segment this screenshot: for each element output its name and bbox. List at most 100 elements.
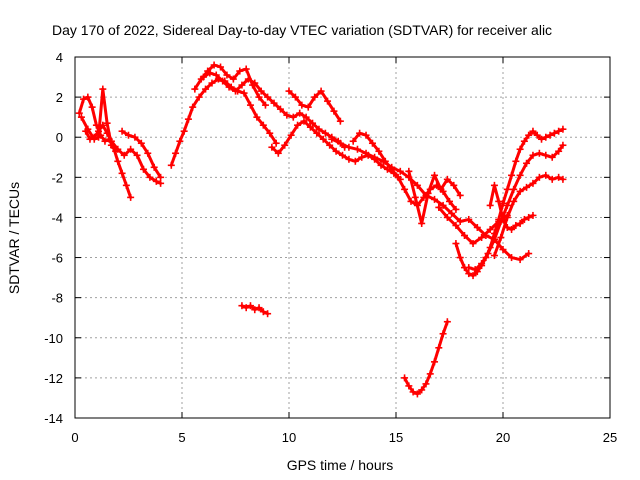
data-point (268, 143, 276, 151)
data-point (257, 87, 265, 95)
data-point (409, 388, 417, 396)
data-point (508, 171, 516, 179)
data-point (443, 213, 451, 221)
data-point (525, 131, 533, 139)
data-point (465, 270, 473, 278)
data-point (272, 139, 280, 147)
data-point (242, 304, 250, 312)
data-point (548, 153, 556, 161)
data-layer (75, 61, 567, 398)
data-point (559, 141, 567, 149)
data-point (206, 69, 214, 77)
data-point (418, 219, 426, 227)
data-point (535, 149, 543, 157)
y-tick-label: -4 (51, 210, 63, 225)
data-point (484, 250, 492, 258)
data-point (336, 117, 344, 125)
data-point (452, 221, 460, 229)
data-point (439, 330, 447, 338)
data-point (240, 89, 248, 97)
data-point (315, 125, 323, 133)
data-point (456, 191, 464, 199)
data-point (212, 71, 220, 79)
data-point (208, 79, 216, 87)
data-point (555, 173, 563, 181)
data-point (529, 179, 537, 187)
data-point (452, 205, 460, 213)
data-point (84, 93, 92, 101)
data-point (291, 93, 299, 101)
data-point (328, 135, 336, 143)
data-point (210, 61, 218, 69)
data-point (426, 370, 434, 378)
data-point (503, 201, 511, 209)
data-point (172, 149, 180, 157)
data-point (255, 93, 263, 101)
data-point (523, 159, 531, 167)
data-point (465, 215, 473, 223)
data-point (345, 155, 353, 163)
data-point (368, 139, 376, 147)
data-point (306, 123, 314, 131)
data-point (246, 101, 254, 109)
data-point (516, 219, 524, 227)
data-point (371, 153, 379, 161)
data-point (411, 193, 419, 201)
data-point (499, 246, 507, 254)
data-point (219, 77, 227, 85)
data-point (195, 93, 203, 101)
data-point (446, 197, 453, 205)
data-point (137, 139, 145, 147)
y-tick-label: -10 (44, 331, 63, 346)
data-point (516, 145, 524, 153)
data-point (311, 93, 319, 101)
data-point (326, 141, 334, 149)
data-point (300, 117, 308, 125)
data-point (503, 223, 511, 231)
data-point (478, 260, 486, 268)
data-point (520, 137, 528, 145)
data-point (388, 165, 396, 173)
data-point (287, 131, 295, 139)
data-point (448, 209, 456, 217)
data-point (405, 382, 413, 390)
x-axis-label: GPS time / hours (287, 457, 394, 473)
data-point (281, 141, 289, 149)
data-point (189, 103, 197, 111)
data-point (510, 185, 518, 193)
data-point (381, 157, 389, 165)
data-point (375, 147, 383, 155)
data-point (362, 131, 370, 139)
x-tick-label: 15 (389, 430, 403, 445)
data-point (351, 157, 359, 165)
data-point (103, 119, 111, 127)
data-point (330, 107, 338, 115)
data-point (127, 193, 135, 201)
axes: 0 5 10 15 20 25 -14 -12 -10 -8 -6 -4 -2 0 2 4 (44, 50, 617, 445)
data-point (471, 266, 479, 274)
data-point (298, 101, 306, 109)
data-point (127, 145, 135, 153)
y-axis-label: SDTVAR / TECUs (6, 182, 22, 294)
data-point (321, 129, 329, 137)
data-point (232, 87, 239, 95)
data-point (223, 71, 231, 79)
data-point (473, 223, 481, 231)
data-point (324, 97, 332, 105)
data-point (202, 85, 210, 93)
data-point (535, 173, 543, 181)
data-point (555, 147, 563, 155)
data-point (525, 250, 533, 258)
data-point (516, 171, 524, 179)
data-point (157, 179, 165, 187)
data-point (495, 197, 503, 205)
data-point (99, 85, 107, 93)
x-tick-label: 20 (496, 430, 510, 445)
data-point (139, 165, 147, 173)
series-s3 (79, 87, 118, 153)
data-point (251, 306, 259, 314)
data-point (499, 215, 507, 223)
x-tick-label: 5 (178, 430, 185, 445)
data-point (362, 149, 370, 157)
data-point (377, 161, 385, 169)
